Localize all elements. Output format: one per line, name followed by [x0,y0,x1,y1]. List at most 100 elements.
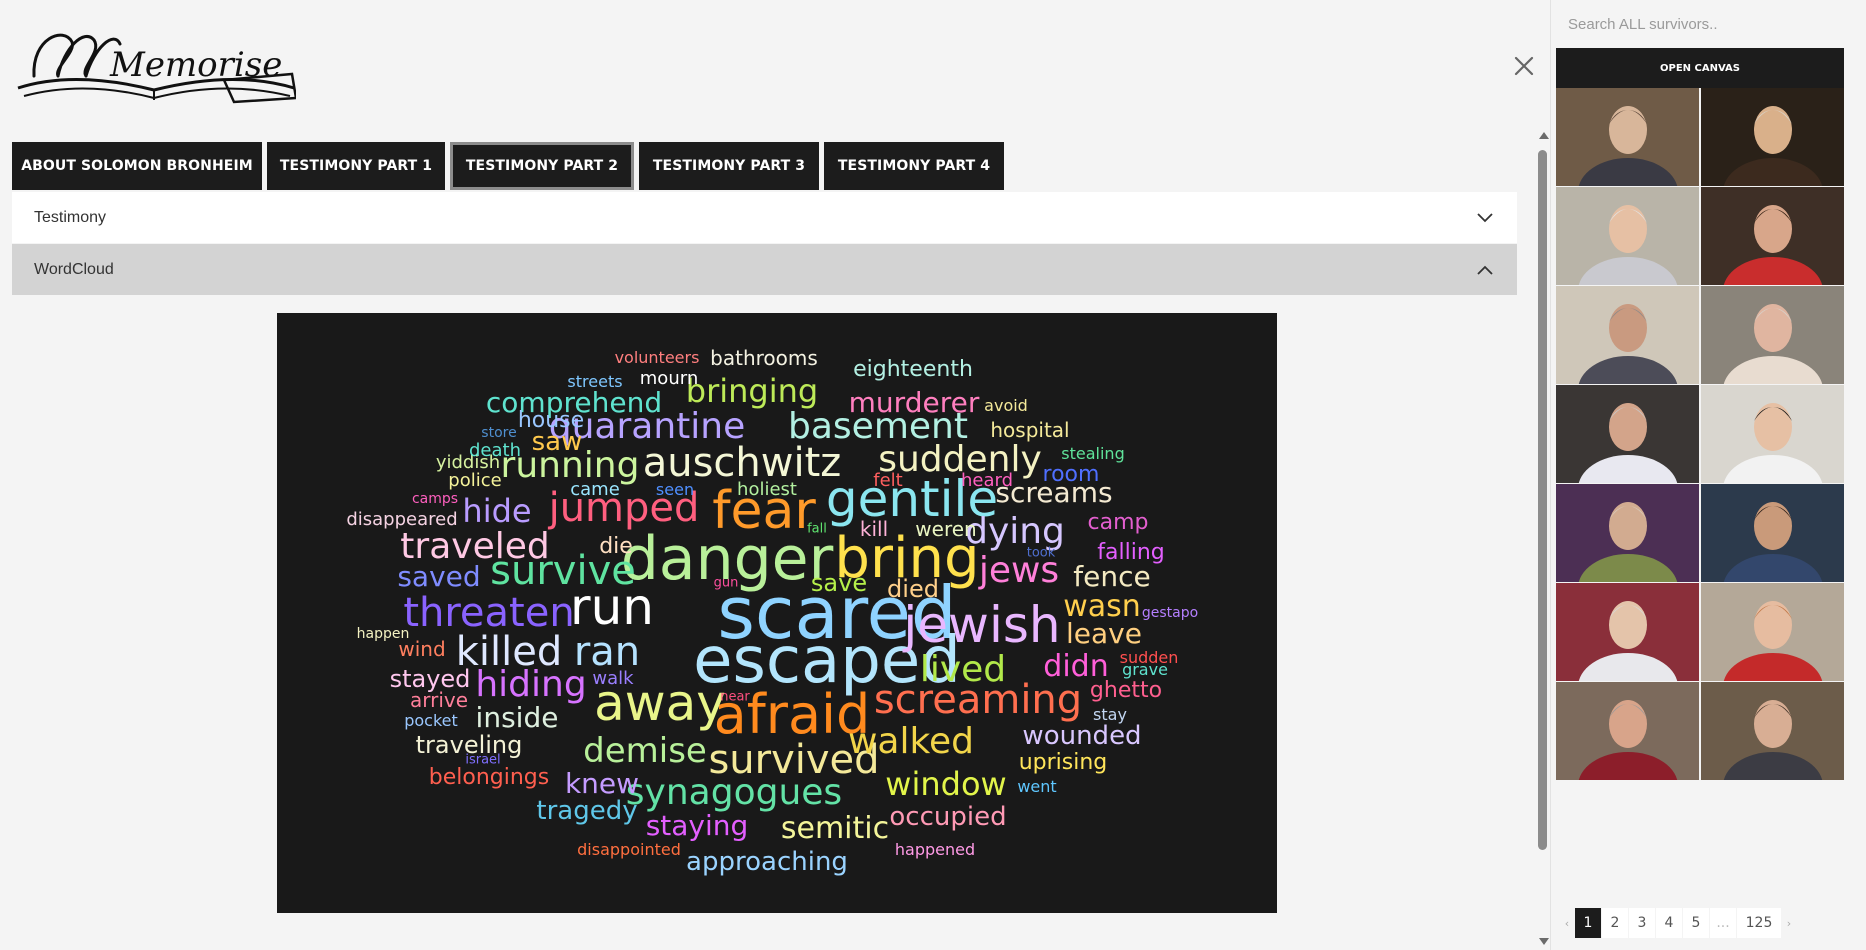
survivor-thumbnail[interactable] [1556,682,1699,780]
wordcloud-word: streets [567,372,623,391]
wordcloud-word: fence [1073,560,1151,593]
survivor-thumbnail[interactable] [1556,187,1699,285]
pagination-prev-button[interactable]: ‹ [1564,916,1570,930]
scroll-up-arrow-icon[interactable] [1539,132,1549,139]
accordion-testimony-label: Testimony [34,208,107,226]
wordcloud-word: holiest [737,479,797,500]
survivor-thumbnail[interactable] [1556,484,1699,582]
wordcloud-word: heard [960,470,1014,491]
wordcloud-word: falling [1097,540,1165,565]
wordcloud-word: took [1026,545,1056,561]
pagination-page-last[interactable]: 125 [1737,908,1781,938]
scrollbar-thumb[interactable] [1538,150,1547,850]
wordcloud-word: police [448,470,502,491]
wordcloud-word: fall [807,521,827,537]
survivor-thumbnail[interactable] [1556,88,1699,186]
survivor-portrait-icon [1556,682,1699,780]
wordcloud-word: came [570,479,620,500]
wordcloud-word: grave [1122,660,1168,679]
survivor-portrait-icon [1556,88,1699,186]
wordcloud-word: death [469,440,521,461]
search-survivors-input[interactable] [1556,4,1844,44]
wordcloud-word: mourn [639,368,699,389]
wordcloud-word: screams [995,476,1113,509]
survivor-portrait-icon [1701,583,1844,681]
wordcloud-word: murderer [848,386,980,419]
wordcloud-word: dying [965,511,1065,552]
survivor-thumbnail[interactable] [1701,484,1844,582]
wordcloud-word: afraid [713,683,871,746]
wordcloud-word: bathrooms [710,346,818,370]
wordcloud-word: hide [462,492,532,530]
wordcloud-word: disappointed [577,840,681,859]
tab-testimony-part-4[interactable]: TESTIMONY PART 4 [824,142,1004,190]
wordcloud-word: stay [1093,705,1127,724]
wordcloud-word: kill [859,517,889,541]
survivor-thumbnail[interactable] [1701,385,1844,483]
survivor-thumbnail[interactable] [1701,682,1844,780]
survivor-portrait-icon [1556,385,1699,483]
wordcloud-word: uprising [1018,750,1108,775]
wordcloud-word: demise [583,731,707,771]
wordcloud-word: survived [708,737,880,783]
wordcloud-word: survive [490,548,636,594]
survivor-thumbnail[interactable] [1701,583,1844,681]
survivor-thumbnail[interactable] [1556,385,1699,483]
wordcloud-word: israel [465,752,501,768]
close-icon [1514,56,1534,76]
chevron-up-icon [1477,265,1493,275]
pagination-page-1[interactable]: 1 [1575,908,1601,938]
survivor-portrait-icon [1701,88,1844,186]
wordcloud-word: away [594,674,726,732]
wordcloud-word: occupied [889,802,1007,832]
wordcloud-word: running [500,445,640,486]
wordcloud-word: died [887,575,939,603]
accordion-wordcloud[interactable]: WordCloud [12,244,1517,295]
accordion-testimony[interactable]: Testimony [12,192,1517,243]
wordcloud-word: ghetto [1089,678,1163,703]
close-button[interactable] [1508,50,1540,82]
accordion-wordcloud-label: WordCloud [34,260,114,278]
testimony-tabs: ABOUT SOLOMON BRONHEIM TESTIMONY PART 1 TE… [12,142,1009,190]
pagination-page-3[interactable]: 3 [1629,908,1655,938]
wordcloud-word: semitic [780,811,890,846]
pagination-page-4[interactable]: 4 [1656,908,1682,938]
wordcloud-word: camps [411,491,459,507]
wordcloud-word: store [481,425,517,441]
tab-about-solomon-bronheim[interactable]: ABOUT SOLOMON BRONHEIM [12,142,262,190]
wordcloud-word: eighteenth [853,357,973,382]
wordcloud-word: wind [398,637,446,661]
survivor-thumbnail[interactable] [1556,286,1699,384]
wordcloud-word: sudden [1119,648,1179,667]
wordcloud-word: disappeared [346,509,458,530]
wordcloud-word: save [810,569,868,597]
wordcloud-word: comprehend [485,386,663,419]
wordcloud-word: run [570,578,654,636]
survivor-thumbnail[interactable] [1701,286,1844,384]
wordcloud-word: weren [915,517,977,541]
open-canvas-button[interactable]: OPEN CANVAS [1556,48,1844,88]
tab-testimony-part-2[interactable]: TESTIMONY PART 2 [450,142,634,190]
wordcloud-word: felt [873,470,903,491]
wordcloud-word: saved [397,560,481,593]
memorise-logo[interactable]: Memorise [14,18,298,106]
survivor-thumbnail[interactable] [1701,88,1844,186]
wordcloud-word: threaten [403,590,575,636]
scroll-down-arrow-icon[interactable] [1539,938,1549,945]
wordcloud-word: pocket [404,711,458,730]
survivor-thumbnail[interactable] [1556,583,1699,681]
survivor-thumbnail[interactable] [1701,187,1844,285]
wordcloud-word: bringing [685,372,819,410]
wordcloud-word: house [517,408,585,433]
tab-testimony-part-1[interactable]: TESTIMONY PART 1 [267,142,445,190]
wordcloud-word: went [1017,777,1057,796]
wordcloud-word: quarantine [548,406,746,447]
pagination-next-button[interactable]: › [1786,916,1792,930]
wordcloud-word: escaped [693,624,961,698]
wordcloud-word: didn [1043,649,1109,684]
pagination-page-2[interactable]: 2 [1602,908,1628,938]
pagination-page-5[interactable]: 5 [1683,908,1709,938]
tab-testimony-part-3[interactable]: TESTIMONY PART 3 [639,142,819,190]
survivor-portrait-icon [1556,286,1699,384]
wordcloud-word: traveling [415,731,523,759]
